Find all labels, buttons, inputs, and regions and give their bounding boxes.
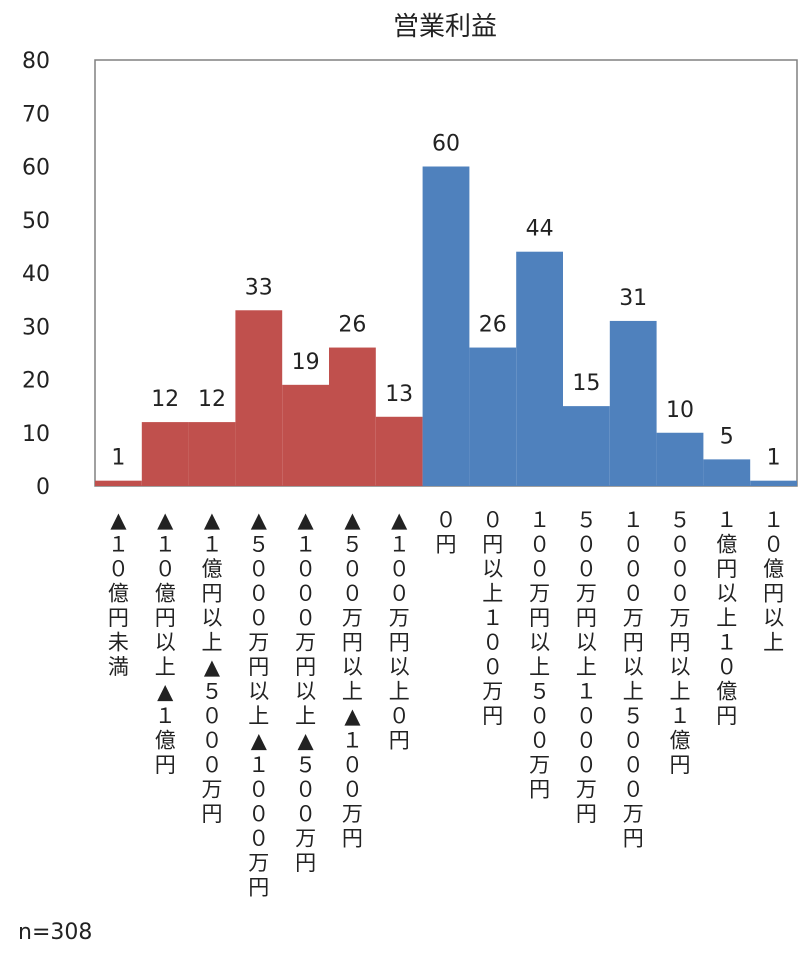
bar [516, 251, 563, 486]
chart-title: 営業利益 [392, 12, 497, 42]
y-tick-label: 20 [22, 369, 50, 394]
x-tick-label: １０００万円以上５０００万円 [623, 508, 644, 851]
x-tick-label: ▲１００万円以上０円 [389, 508, 410, 753]
x-tick-label: ５０００万円以上１億円 [670, 508, 691, 777]
bar [375, 416, 423, 486]
x-tick-label: ▲１０００万円以上▲５００万円 [295, 508, 316, 875]
data-label: 12 [198, 387, 226, 412]
data-label: 26 [479, 313, 507, 338]
y-tick-label: 60 [22, 156, 50, 181]
x-tick-label: ▲５０００万円以上▲１０００万円 [248, 508, 269, 900]
bar [563, 406, 610, 486]
data-label: 31 [619, 286, 647, 311]
sample-size-note: n=308 [18, 920, 93, 945]
x-tick-label: ▲１０億円以上▲１億円 [155, 508, 176, 777]
data-label: 1 [111, 446, 125, 471]
bar [329, 347, 376, 486]
bar [95, 480, 142, 486]
x-tick-label: １０億円以上 [763, 508, 784, 655]
data-label: 26 [338, 313, 366, 338]
y-tick-label: 40 [22, 262, 50, 287]
y-tick-label: 30 [22, 315, 50, 340]
data-label: 33 [245, 275, 273, 300]
bar [656, 432, 704, 486]
bar [188, 422, 236, 486]
bar [469, 347, 517, 486]
bar [609, 320, 657, 486]
x-tick-label: ▲１０億円未満 [108, 508, 129, 679]
bar [703, 459, 751, 486]
y-tick-label: 50 [22, 209, 50, 234]
y-tick-label: 0 [36, 475, 50, 500]
data-label: 60 [432, 132, 460, 157]
bar [235, 310, 283, 486]
x-tick-label: ０円以上１００万円 [482, 508, 503, 728]
data-label: 10 [666, 398, 694, 423]
data-label: 12 [151, 387, 179, 412]
x-tick-label: ▲５００万円以上▲１００万円 [342, 508, 363, 851]
bar [750, 480, 797, 486]
data-label: 1 [767, 446, 781, 471]
bar [141, 422, 189, 486]
data-label: 19 [292, 350, 320, 375]
y-tick-label: 10 [22, 422, 50, 447]
data-label: 44 [526, 217, 554, 242]
x-tick-label: ０円 [436, 508, 457, 557]
data-label: 5 [720, 424, 734, 449]
bar [282, 384, 329, 486]
x-tick-label: １億円以上１０億円 [716, 508, 737, 728]
x-tick-label: ５００万円以上１０００万円 [576, 508, 597, 826]
data-label: 15 [572, 371, 600, 396]
y-tick-label: 70 [22, 102, 50, 127]
bar [422, 166, 470, 486]
y-tick-label: 80 [22, 49, 50, 74]
x-tick-label: １００万円以上５００万円 [529, 508, 550, 802]
x-tick-label: ▲１億円以上▲５０００万円 [202, 508, 223, 826]
data-label: 13 [385, 382, 413, 407]
